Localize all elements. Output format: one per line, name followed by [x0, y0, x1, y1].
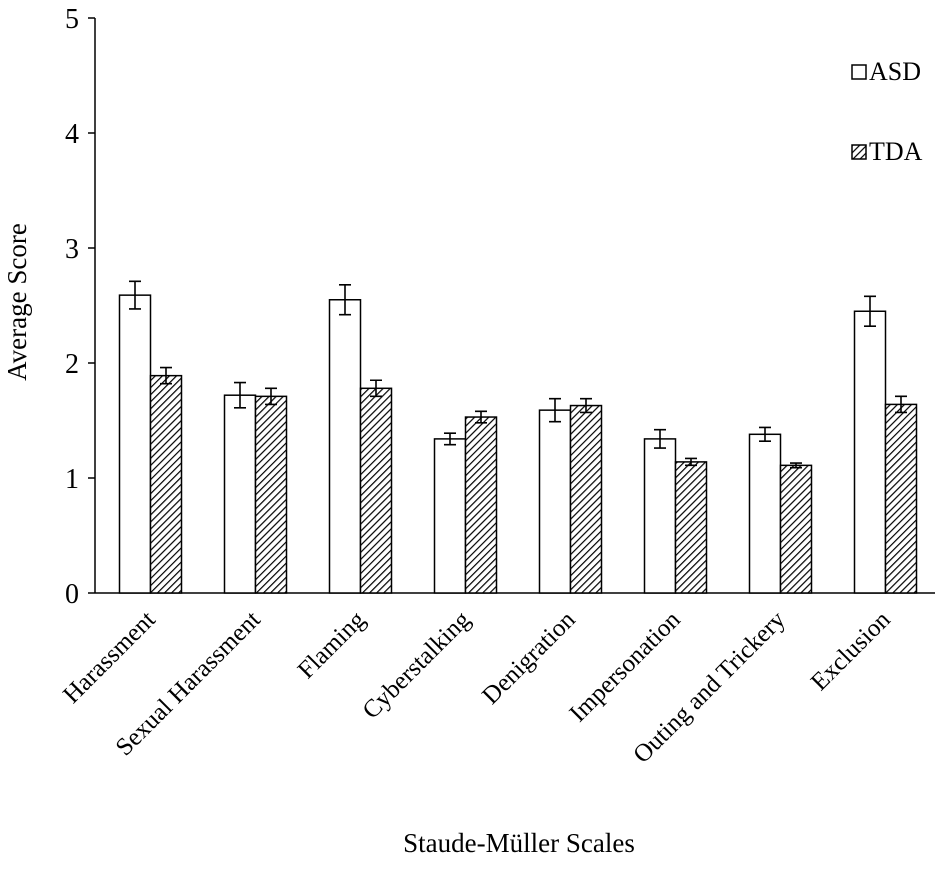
bar-asd — [643, 438, 677, 594]
error-bar-tda — [370, 379, 382, 398]
error-bar-asd — [339, 284, 351, 316]
legend-swatch-tda — [851, 144, 867, 160]
legend-label-tda: TDA — [869, 137, 923, 166]
y-tick-label: 5 — [65, 4, 79, 35]
bar-tda — [464, 416, 498, 594]
x-tick-label: Flaming — [293, 606, 371, 684]
bar-tda — [674, 461, 708, 594]
error-bar-tda — [895, 395, 907, 414]
bar-tda — [779, 464, 813, 594]
error-bar-tda — [685, 457, 697, 467]
bars — [118, 294, 918, 594]
bar-asd — [853, 310, 887, 594]
bar-asd — [328, 299, 362, 594]
error-bar-asd — [234, 381, 246, 409]
bar-asd — [538, 409, 572, 594]
bar-asd — [118, 294, 152, 594]
error-bar-asd — [549, 397, 561, 423]
y-tick-label: 3 — [65, 234, 79, 265]
bar-tda — [254, 395, 288, 594]
bar-tda — [884, 403, 918, 594]
y-tick-label: 2 — [65, 349, 79, 380]
bar-tda — [569, 404, 603, 594]
error-bar-tda — [580, 397, 592, 414]
y-tick-label: 4 — [65, 119, 79, 150]
bar-asd — [433, 438, 467, 594]
legend-swatch-asd — [851, 64, 867, 80]
error-bar-tda — [160, 366, 172, 385]
error-bar-tda — [265, 387, 277, 406]
error-bar-asd — [444, 432, 456, 446]
y-tick-label: 0 — [65, 579, 79, 610]
x-tick-label: Cyberstalking — [357, 606, 476, 725]
error-bar-asd — [129, 280, 141, 310]
error-bar-asd — [654, 428, 666, 449]
x-tick-label: Harassment — [58, 606, 161, 709]
bar-asd — [748, 433, 782, 594]
error-bar-tda — [790, 462, 802, 469]
x-tick-label: Exclusion — [806, 606, 896, 696]
error-bars — [129, 280, 907, 469]
legend-label-asd: ASD — [869, 57, 921, 86]
error-bar-tda — [475, 410, 487, 424]
y-axis-title: Average Score — [2, 223, 32, 381]
bar-tda — [359, 387, 393, 594]
error-bar-asd — [759, 426, 771, 442]
bar-asd — [223, 394, 257, 594]
bar-tda — [149, 374, 183, 594]
error-bar-asd — [864, 295, 876, 327]
x-tick-label: Denigration — [477, 606, 581, 710]
y-tick-label: 1 — [65, 464, 79, 495]
legend: ASD TDA — [851, 57, 923, 166]
x-axis-title: Staude-Müller Scales — [403, 828, 635, 858]
